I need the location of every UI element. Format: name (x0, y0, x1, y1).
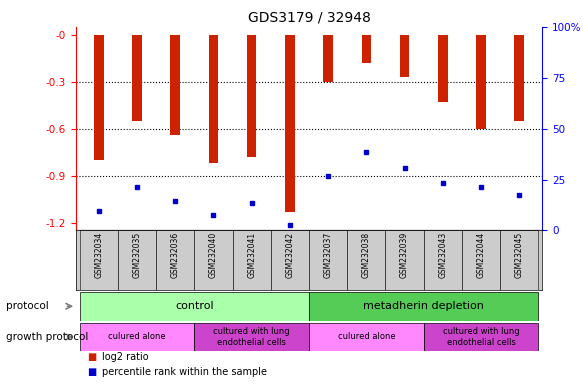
Bar (94, 35, 104, 160)
Text: GSM232036: GSM232036 (171, 232, 180, 278)
Bar (361, 35, 371, 63)
Bar (247, 35, 257, 157)
Bar (324, 35, 333, 82)
Bar (400, 35, 409, 77)
Bar (194, 230, 233, 290)
Text: GSM232037: GSM232037 (324, 232, 333, 278)
Text: GSM232039: GSM232039 (400, 232, 409, 278)
Bar (132, 35, 142, 121)
Text: GSM232044: GSM232044 (476, 232, 486, 278)
Text: control: control (175, 301, 213, 311)
Text: ■: ■ (87, 367, 97, 377)
Bar (80, 292, 309, 321)
Bar (309, 323, 424, 351)
Text: culured alone: culured alone (108, 333, 166, 341)
Bar (80, 230, 118, 290)
Text: protocol: protocol (6, 301, 48, 311)
Title: GDS3179 / 32948: GDS3179 / 32948 (248, 10, 370, 24)
Bar (209, 35, 218, 163)
Text: GSM232041: GSM232041 (247, 232, 256, 278)
Bar (385, 230, 424, 290)
Text: GSM232043: GSM232043 (438, 232, 447, 278)
Bar (233, 230, 271, 290)
Text: GSM232034: GSM232034 (94, 232, 103, 278)
Bar (514, 35, 524, 121)
Text: GSM232035: GSM232035 (132, 232, 142, 278)
Text: cultured with lung
endothelial cells: cultured with lung endothelial cells (442, 327, 519, 347)
Bar (118, 230, 156, 290)
Bar (170, 35, 180, 135)
Bar (500, 230, 538, 290)
Text: cultured with lung
endothelial cells: cultured with lung endothelial cells (213, 327, 290, 347)
Text: percentile rank within the sample: percentile rank within the sample (102, 367, 267, 377)
Bar (271, 230, 309, 290)
Text: log2 ratio: log2 ratio (102, 352, 149, 362)
Bar (476, 35, 486, 129)
Bar (438, 35, 448, 102)
Bar (194, 323, 309, 351)
Text: GSM232045: GSM232045 (515, 232, 524, 278)
Text: ■: ■ (87, 352, 97, 362)
Text: GSM232040: GSM232040 (209, 232, 218, 278)
Text: GSM232042: GSM232042 (285, 232, 294, 278)
Bar (424, 323, 538, 351)
Bar (424, 230, 462, 290)
Bar (285, 35, 294, 212)
Text: metadherin depletion: metadherin depletion (363, 301, 484, 311)
Bar (156, 230, 194, 290)
Bar (309, 230, 347, 290)
Bar (309, 292, 538, 321)
Bar (462, 230, 500, 290)
Text: culured alone: culured alone (338, 333, 395, 341)
Bar (347, 230, 385, 290)
Bar (80, 323, 194, 351)
Text: growth protocol: growth protocol (6, 332, 88, 342)
Text: GSM232038: GSM232038 (362, 232, 371, 278)
